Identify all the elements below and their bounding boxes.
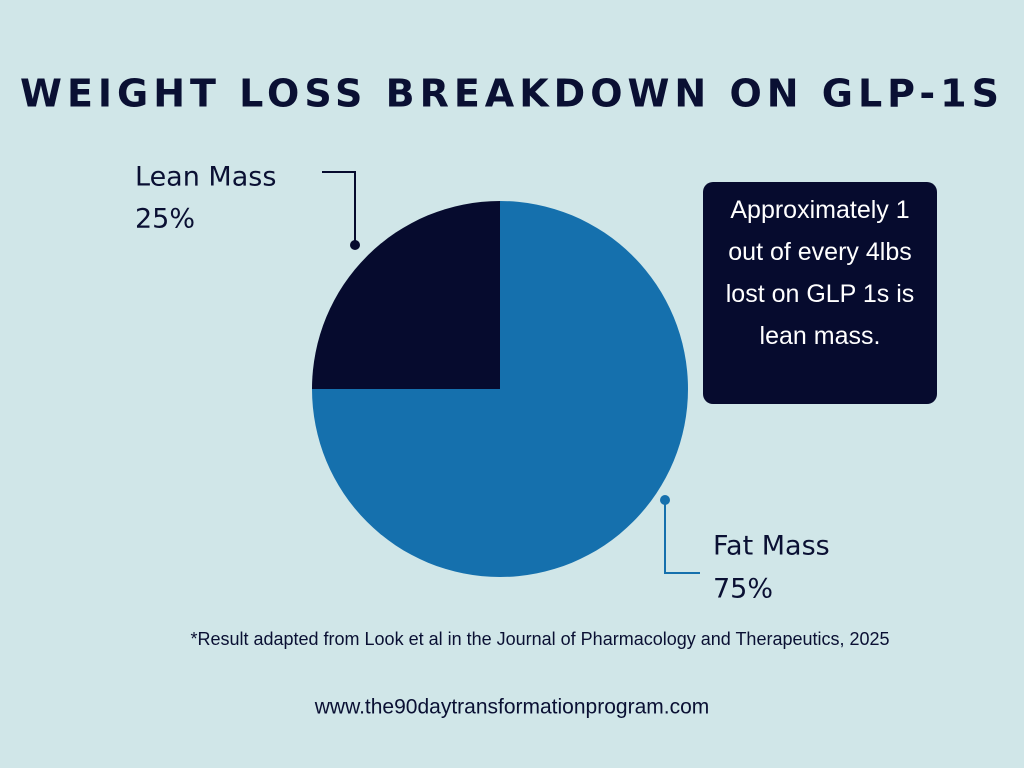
slice-label: Fat Mass — [713, 531, 830, 562]
slice-value-label: 75% — [713, 574, 773, 605]
leader-line — [322, 171, 356, 245]
chart-title: WEIGHT LOSS BREAKDOWN ON GLP-1S — [20, 72, 1004, 116]
pie-slice — [312, 201, 500, 389]
leader-dot — [350, 240, 360, 250]
leader-line — [664, 500, 700, 574]
footnote: *Result adapted from Look et al in the J… — [190, 629, 889, 649]
leader-dot — [660, 495, 670, 505]
website: www.the90daytransformationprogram.com — [314, 696, 710, 719]
pie-slice — [312, 201, 688, 577]
slice-label: Lean Mass — [135, 162, 276, 193]
annotation: Approximately 1 out of every 4lbs lost o… — [703, 182, 937, 404]
slice-value-label: 25% — [135, 204, 195, 235]
